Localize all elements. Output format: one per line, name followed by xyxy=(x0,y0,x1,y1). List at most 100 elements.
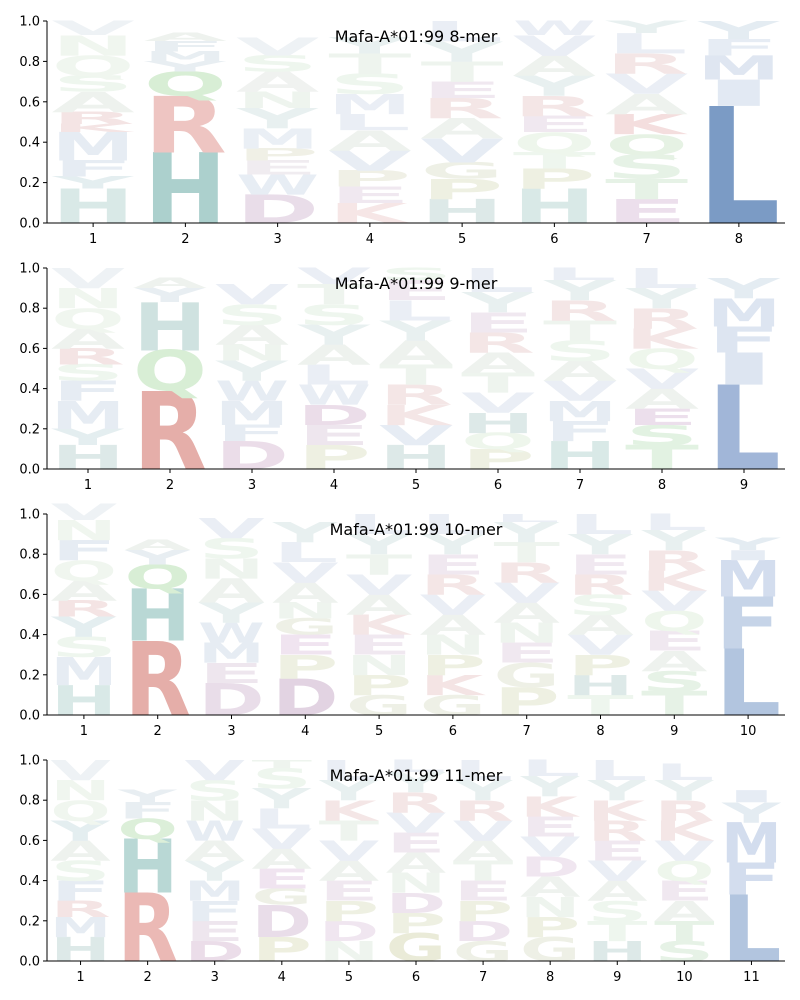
logo-letter: A xyxy=(272,577,338,609)
y-tick-label: 0.2 xyxy=(19,668,40,683)
logo-letter: K xyxy=(520,791,581,823)
chart-title: Mafa-A*01:99 8-mer xyxy=(335,27,498,46)
logo-letter: Y xyxy=(297,319,372,351)
logo-letter: A xyxy=(453,835,513,867)
logo-letter: A xyxy=(144,31,227,44)
logo-letter: Y xyxy=(385,767,447,799)
logo-letter: R xyxy=(51,344,125,370)
logo-letter: Y xyxy=(461,287,536,319)
logo-letter: Y xyxy=(605,18,689,37)
chart-title: Mafa-A*01:99 11-mer xyxy=(330,766,503,785)
logo-letter: L xyxy=(520,756,580,782)
y-tick-label: 0.2 xyxy=(19,176,40,191)
logo-letter: V xyxy=(297,264,371,289)
logo-letter: A xyxy=(50,835,110,867)
logo-letter: N xyxy=(215,340,289,366)
logo-letter: S xyxy=(567,589,633,621)
logo-letter: Q xyxy=(133,341,207,405)
logo-letter: R xyxy=(117,875,177,983)
logo-letter: H xyxy=(461,408,535,440)
logo-letter: T xyxy=(453,855,514,887)
logo-letter: R xyxy=(587,815,647,847)
logo-letter: I xyxy=(715,548,781,564)
logo-letter: E xyxy=(198,657,264,689)
logo-letter: Y xyxy=(513,70,597,102)
y-tick-label: 0.6 xyxy=(19,95,40,110)
logo-letter: A xyxy=(654,895,714,927)
logo-letter: E xyxy=(386,827,446,859)
logo-letter: Y xyxy=(144,59,227,75)
logo-letter: T xyxy=(543,315,617,347)
logo-letter: V xyxy=(386,807,446,839)
logo-letter: A xyxy=(421,113,505,145)
logo-letter: V xyxy=(421,131,505,170)
logo-letter: V xyxy=(236,33,319,62)
logo-letter: H xyxy=(133,290,207,366)
x-tick-label: 1 xyxy=(84,478,92,493)
logo-letter: E xyxy=(587,835,647,867)
logo-letter: L xyxy=(420,508,486,540)
logo-letter: M xyxy=(236,122,319,155)
logo-letter: T xyxy=(605,173,688,205)
logo-letter: P xyxy=(513,163,596,195)
logo-letter: A xyxy=(520,871,580,903)
logo-letter: V xyxy=(587,855,647,887)
logo-letter: V xyxy=(567,630,633,662)
logo-letter: A xyxy=(124,538,191,554)
logo-letter: V xyxy=(52,17,136,40)
logo-letter: F xyxy=(715,583,781,666)
logo-letter: A xyxy=(493,597,559,629)
x-tick-label: 7 xyxy=(642,232,650,247)
logo-letter: E xyxy=(567,549,633,581)
logo-letter: N xyxy=(198,553,264,585)
logo-letter: A xyxy=(587,875,647,907)
logo-letter: R xyxy=(605,48,688,80)
logo-letter: V xyxy=(420,589,486,621)
logo-letter: A xyxy=(567,610,633,642)
logo-letter: G xyxy=(252,884,312,910)
logo-letter: V xyxy=(346,569,412,601)
logo-letter: L xyxy=(625,263,699,295)
logo-letter: W xyxy=(198,618,264,650)
logo-letter: F xyxy=(215,421,289,446)
logo-letter: F xyxy=(117,798,177,824)
logo-letter: S xyxy=(51,632,117,664)
logo-letter: Y xyxy=(51,424,126,450)
y-tick-label: 1.0 xyxy=(19,508,40,523)
logo-letter: E xyxy=(252,863,312,895)
logo-letter: A xyxy=(543,355,617,387)
logo-letter: L xyxy=(453,755,513,787)
logo-letter: V xyxy=(520,831,580,863)
logo-letter: P xyxy=(386,908,446,940)
x-tick-label: 8 xyxy=(658,478,666,493)
y-tick-label: 0.4 xyxy=(19,874,40,889)
logo-letter: V xyxy=(379,419,453,451)
x-tick-label: 6 xyxy=(494,478,502,493)
logo-letter: D xyxy=(386,887,446,919)
logo-letter: R xyxy=(421,92,504,124)
logo-letter: R xyxy=(379,379,453,411)
x-tick-label: 4 xyxy=(301,724,309,739)
logo-letter: F xyxy=(185,896,245,928)
logo-letter: R xyxy=(493,557,559,589)
logo-letter: W xyxy=(297,380,371,412)
logo-letter: F xyxy=(144,39,227,55)
x-tick-label: 1 xyxy=(80,724,88,739)
logo-letter: T xyxy=(461,367,535,399)
logo-letter: P xyxy=(319,896,379,928)
logo-letter: L xyxy=(297,359,371,391)
y-tick-label: 0.2 xyxy=(19,422,40,437)
logo-letter: P xyxy=(520,912,580,944)
logo-letter: E xyxy=(453,875,513,907)
logo-letter: Y xyxy=(419,529,487,561)
x-tick-label: 2 xyxy=(143,970,151,985)
